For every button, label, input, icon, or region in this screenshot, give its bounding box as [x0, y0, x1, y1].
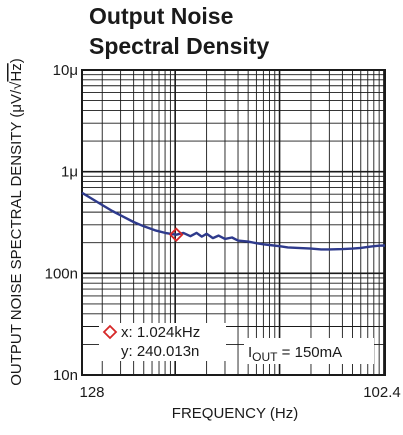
- readout-y-value: y: 240.013n: [121, 343, 199, 360]
- annotation-layer: x: 1.024kHz y: 240.013n IOUT = 150mA: [99, 227, 374, 364]
- y-axis-label: OUTPUT NOISE SPECTRAL DENSITY (μV/√Hz): [8, 58, 25, 386]
- y-tick-label: 1μ: [61, 164, 78, 181]
- chart-title-line-1: Output Noise: [89, 3, 233, 29]
- condition-label-background: [244, 338, 374, 364]
- readout-x-value: x: 1.024kHz: [121, 324, 200, 341]
- readout-background: [99, 323, 226, 361]
- x-axis-label: FREQUENCY (Hz): [172, 405, 298, 422]
- x-tick-label: 128: [79, 384, 104, 401]
- condition-label: IOUT = 150mA: [248, 344, 342, 364]
- chart-title-line-2: Spectral Density: [89, 33, 269, 59]
- y-tick-label: 100n: [45, 265, 78, 282]
- y-axis-label-radicand: Hz: [8, 63, 25, 81]
- data-cursor-marker: [168, 227, 184, 242]
- y-axis-label-close: ): [8, 58, 25, 63]
- readout-marker-icon: [102, 324, 118, 340]
- y-axis-label-main: OUTPUT NOISE SPECTRAL DENSITY (μV/√: [8, 81, 25, 386]
- plot-frame: [81, 69, 386, 376]
- svg-text:OUTPUT NOISE SPECTRAL DENSITY: OUTPUT NOISE SPECTRAL DENSITY (μV/√Hz): [8, 58, 25, 386]
- y-tick-label: 10n: [53, 367, 78, 384]
- series-line: [81, 191, 386, 251]
- x-tick-label: 102.4: [363, 384, 401, 401]
- y-tick-label: 10μ: [53, 62, 78, 79]
- series-layer: [81, 191, 386, 251]
